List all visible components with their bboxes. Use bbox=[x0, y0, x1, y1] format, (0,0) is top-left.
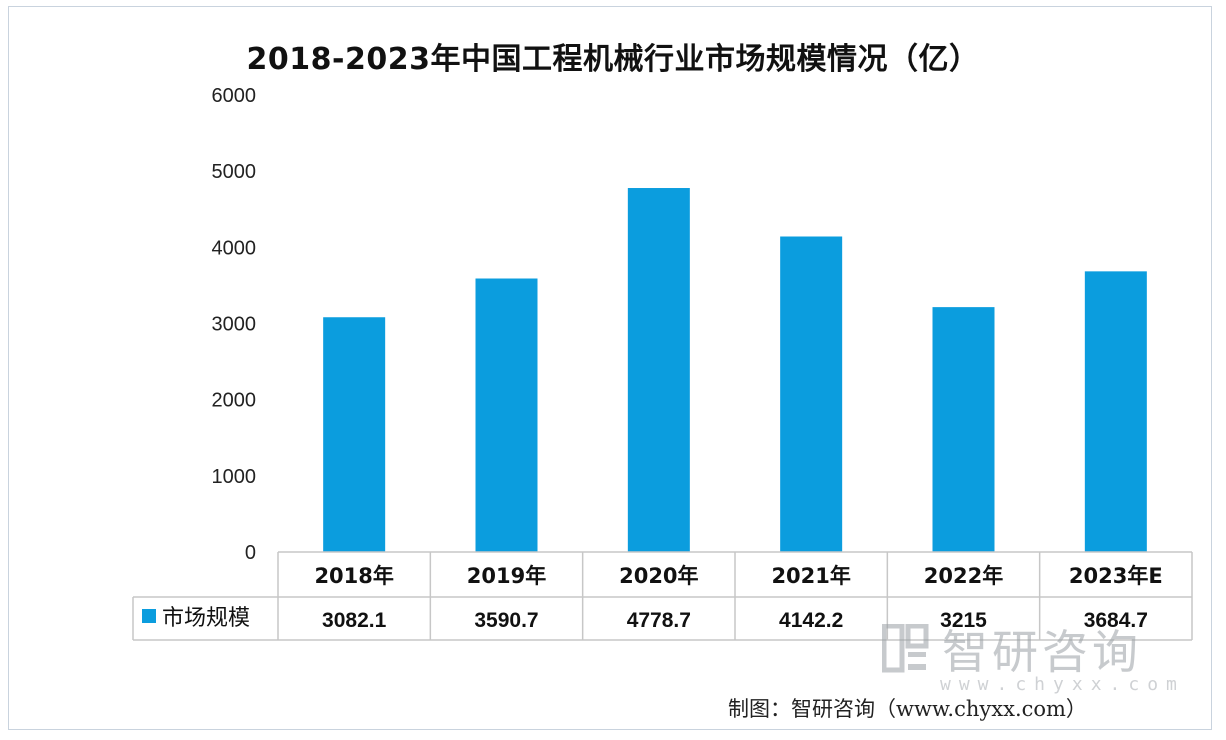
bar bbox=[932, 307, 995, 552]
y-tick-label: 4000 bbox=[212, 237, 257, 259]
data-label: 4778.7 bbox=[627, 609, 691, 632]
watermark: 智研咨询 www.chyxx.com bbox=[882, 616, 1202, 696]
bar bbox=[475, 278, 538, 552]
data-label: 3215 bbox=[940, 609, 987, 632]
x-tick-label: 2021年 bbox=[771, 564, 850, 588]
watermark-url: www.chyxx.com bbox=[940, 674, 1185, 695]
data-label: 3590.7 bbox=[474, 609, 538, 632]
data-label: 4142.2 bbox=[779, 609, 843, 632]
data-label: 3684.7 bbox=[1084, 609, 1148, 632]
y-tick-label: 0 bbox=[245, 542, 256, 564]
x-tick-label: 2022年 bbox=[924, 564, 1003, 588]
y-tick-label: 6000 bbox=[212, 85, 257, 107]
watermark-name: 智研咨询 bbox=[942, 625, 1142, 679]
x-tick-label: 2018年 bbox=[314, 564, 393, 588]
x-tick-label: 2019年 bbox=[467, 564, 546, 588]
bar bbox=[323, 317, 386, 552]
y-tick-label: 1000 bbox=[212, 466, 257, 488]
y-tick-label: 5000 bbox=[212, 161, 257, 183]
watermark-logo-icon bbox=[882, 624, 929, 673]
bar bbox=[627, 188, 690, 553]
bar bbox=[1084, 271, 1147, 552]
data-label: 3082.1 bbox=[322, 609, 387, 632]
legend-swatch bbox=[142, 609, 156, 623]
x-tick-label: 2023年E bbox=[1069, 564, 1163, 588]
bar bbox=[780, 236, 843, 552]
legend-label: 市场规模 bbox=[162, 606, 250, 631]
y-tick-label: 2000 bbox=[212, 390, 257, 412]
chart-title: 2018-2023年中国工程机械行业市场规模情况（亿） bbox=[246, 42, 980, 77]
x-tick-label: 2020年 bbox=[619, 564, 698, 588]
chart-frame bbox=[8, 6, 1212, 730]
chart-credit: 制图：智研咨询（www.chyxx.com） bbox=[728, 697, 1087, 721]
y-tick-label: 3000 bbox=[212, 314, 257, 336]
